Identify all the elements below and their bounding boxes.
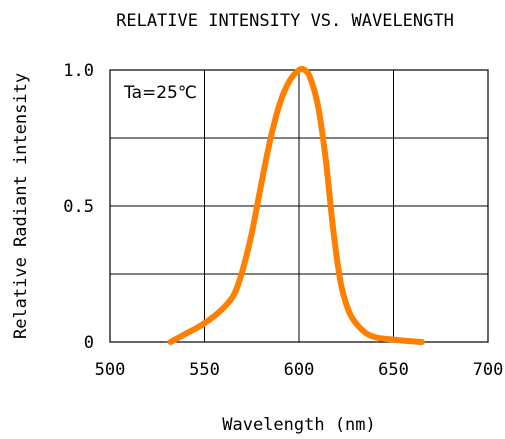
temperature-annotation: Ta=25℃	[123, 83, 197, 103]
x-tick-label: 700	[473, 360, 504, 380]
x-axis-label: Wavelength (nm)	[222, 415, 376, 435]
grid-lines	[109, 69, 489, 343]
series-layer	[167, 65, 425, 345]
x-tick-label: 500	[95, 360, 126, 380]
x-tick-label: 600	[284, 360, 315, 380]
x-tick-label: 650	[378, 360, 409, 380]
y-tick-label: 0	[84, 333, 94, 353]
y-axis-label: Relative Radiant intensity	[11, 73, 31, 339]
y-tick-label: 0.5	[63, 197, 94, 217]
chart-title: RELATIVE INTENSITY VS. WAVELENGTH	[116, 11, 454, 31]
x-tick-labels: 500 550 600 650 700	[95, 360, 504, 380]
x-tick-label: 550	[189, 360, 220, 380]
y-tick-labels: 0 0.5 1.0	[63, 61, 94, 353]
y-tick-label: 1.0	[63, 61, 94, 81]
spectrum-curve	[167, 65, 425, 345]
